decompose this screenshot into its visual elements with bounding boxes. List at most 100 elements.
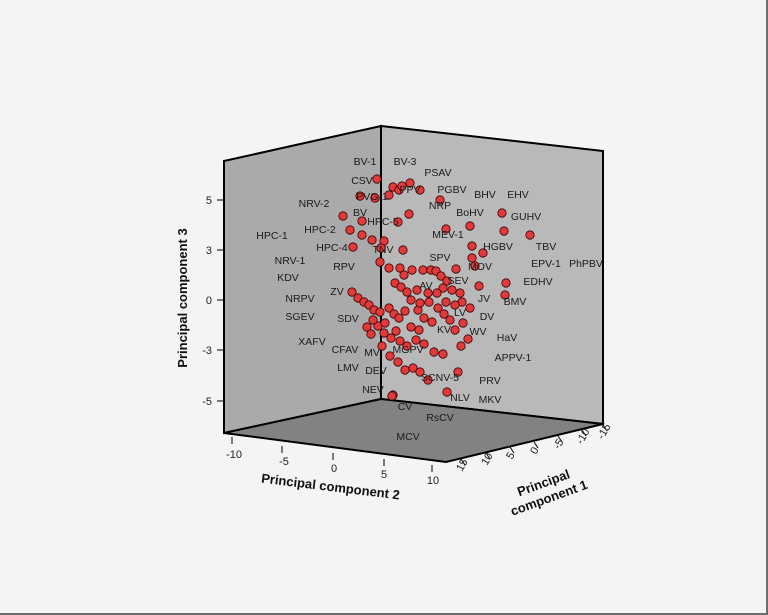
- data-point: [445, 315, 455, 325]
- data-point-label: MEV-1: [432, 229, 464, 241]
- data-point: [357, 216, 367, 226]
- data-point: [368, 315, 378, 325]
- data-point: [467, 241, 477, 251]
- frame-edge-bottom: [0, 613, 768, 615]
- data-point: [463, 334, 473, 344]
- data-point-label: CV: [398, 401, 413, 413]
- data-point: [345, 225, 355, 235]
- data-point-label: CFAV: [332, 344, 359, 356]
- data-point-label: TNV: [373, 244, 394, 256]
- x-tick-label: 15: [454, 457, 471, 474]
- data-point: [406, 295, 416, 305]
- data-point: [357, 230, 367, 240]
- x-tick-label: 5: [504, 450, 517, 461]
- data-point: [450, 325, 460, 335]
- data-point-label: PPV: [399, 184, 420, 196]
- x-tick-label: -5: [551, 437, 566, 451]
- data-point-label: LV: [454, 307, 466, 319]
- data-point-label: HPC-4: [316, 242, 348, 254]
- floor: [223, 397, 604, 464]
- data-point: [465, 303, 475, 313]
- data-point: [393, 357, 403, 367]
- data-point-label: RsCV: [426, 412, 453, 424]
- data-point: [441, 224, 451, 234]
- data-point: [415, 367, 425, 377]
- data-point: [450, 300, 460, 310]
- data-point: [470, 261, 480, 271]
- data-point: [497, 208, 507, 218]
- data-point: [375, 257, 385, 267]
- data-point: [384, 263, 394, 273]
- data-point: [385, 351, 395, 361]
- data-point: [435, 195, 445, 205]
- data-point: [436, 271, 446, 281]
- data-point: [347, 287, 357, 297]
- data-point: [396, 282, 406, 292]
- data-point-label: SPV: [429, 252, 450, 264]
- data-point-label: HPC-1: [256, 230, 288, 242]
- data-point-label: EHV: [507, 189, 529, 201]
- data-point: [362, 322, 372, 332]
- data-point: [453, 367, 463, 377]
- data-point: [419, 339, 429, 349]
- data-point: [439, 309, 449, 319]
- data-point: [433, 303, 443, 313]
- data-point-label: HaV: [497, 332, 517, 344]
- data-point: [379, 328, 389, 338]
- data-point: [478, 248, 488, 258]
- data-point: [387, 391, 397, 401]
- z-tick-label: 0: [206, 295, 212, 307]
- data-point-label: SDV: [337, 313, 359, 325]
- data-point-label: SGEV: [285, 311, 314, 323]
- z-tick-label: 5: [206, 195, 212, 207]
- data-point: [395, 263, 405, 273]
- data-point-labels: BV-1 BV-3 PSAV CSV PPV PGBV PVG-1 BHV EHV NRV-2 NR…: [256, 156, 603, 443]
- data-point: [348, 242, 358, 252]
- data-point: [429, 347, 439, 357]
- y-tick-label: 0: [331, 463, 337, 475]
- data-point-label: NEV: [362, 384, 384, 396]
- data-point: [407, 265, 417, 275]
- data-point-label: MCV: [396, 431, 419, 443]
- data-point: [423, 288, 433, 298]
- data-point: [423, 375, 433, 385]
- data-point: [384, 190, 394, 200]
- data-point: [386, 333, 396, 343]
- data-point: [424, 297, 434, 307]
- data-point: [442, 387, 452, 397]
- data-point-label: HGBV: [483, 241, 513, 253]
- data-point: [377, 341, 387, 351]
- y-tick-label: 5: [381, 469, 387, 481]
- data-point-label: BV-3: [394, 156, 417, 168]
- z-tick-label: -5: [202, 396, 212, 408]
- data-point: [395, 336, 405, 346]
- data-point: [393, 217, 403, 227]
- data-point-label: EDHV: [523, 276, 552, 288]
- data-point-label: BV: [353, 207, 367, 219]
- data-point-label: PRV: [479, 375, 500, 387]
- data-point: [438, 283, 448, 293]
- data-point: [355, 191, 365, 201]
- x-tick-label: 0: [528, 445, 541, 456]
- data-point: [405, 178, 415, 188]
- data-point: [438, 349, 448, 359]
- data-point: [375, 307, 385, 317]
- z-axis-label: Principal component 3: [175, 228, 190, 367]
- data-point: [400, 365, 410, 375]
- data-point-label: HPC-2: [304, 224, 336, 236]
- data-point: [465, 221, 475, 231]
- data-point: [458, 318, 468, 328]
- data-point: [402, 287, 412, 297]
- data-point: [404, 209, 414, 219]
- data-point-label: NRPV: [285, 293, 314, 305]
- data-point: [501, 278, 511, 288]
- data-point-label: KV: [437, 324, 451, 336]
- data-point: [376, 243, 386, 253]
- data-point: [408, 363, 418, 373]
- data-point-label: MOV: [468, 261, 492, 273]
- data-point: [467, 253, 477, 263]
- data-point-label: NLV: [450, 392, 470, 404]
- data-point: [415, 298, 425, 308]
- data-point: [372, 174, 382, 184]
